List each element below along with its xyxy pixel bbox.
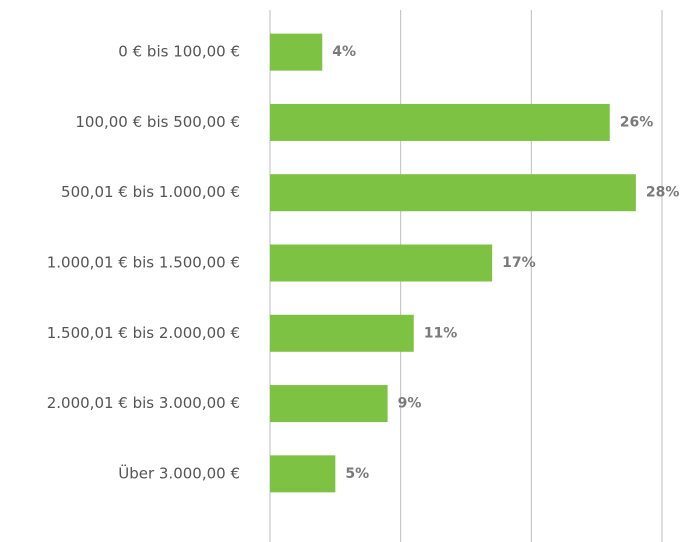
bar <box>270 174 636 212</box>
value-label: 9% <box>398 396 422 412</box>
y-tick-label: 100,00 € bis 500,00 € <box>75 113 240 131</box>
value-label: 11% <box>424 325 458 341</box>
value-label: 5% <box>345 466 369 482</box>
bar <box>270 385 388 423</box>
bar <box>270 33 323 71</box>
y-tick-label: Über 3.000,00 € <box>118 463 240 482</box>
bar <box>270 314 414 352</box>
value-label: 28% <box>646 185 680 201</box>
y-tick-label: 1.000,01 € bis 1.500,00 € <box>47 254 240 272</box>
bar <box>270 103 610 141</box>
y-tick-label: 0 € bis 100,00 € <box>118 43 240 61</box>
value-label: 26% <box>620 114 654 130</box>
value-label: 4% <box>332 44 356 60</box>
bar <box>270 244 493 282</box>
y-tick-label: 1.500,01 € bis 2.000,00 € <box>47 324 240 342</box>
y-tick-label: 2.000,01 € bis 3.000,00 € <box>47 394 240 412</box>
y-tick-label: 500,01 € bis 1.000,00 € <box>61 183 240 201</box>
bar <box>270 455 336 493</box>
value-label: 17% <box>502 255 536 271</box>
